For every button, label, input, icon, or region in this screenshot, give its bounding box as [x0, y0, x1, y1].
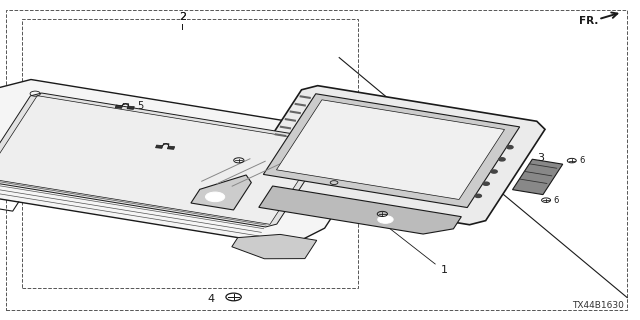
Polygon shape	[513, 159, 563, 195]
Text: 2: 2	[179, 12, 186, 22]
Polygon shape	[242, 86, 545, 225]
Text: 6: 6	[554, 196, 559, 205]
Circle shape	[205, 192, 225, 202]
Polygon shape	[115, 103, 134, 109]
Text: 3: 3	[538, 153, 544, 164]
Text: TX44B1630: TX44B1630	[572, 301, 624, 310]
Circle shape	[491, 170, 497, 173]
Circle shape	[507, 146, 513, 149]
Text: 4: 4	[207, 294, 214, 304]
Text: 6: 6	[220, 161, 225, 170]
Text: 5: 5	[138, 101, 144, 111]
Polygon shape	[0, 96, 323, 224]
Bar	[22, 19, 358, 288]
Polygon shape	[232, 235, 317, 259]
Polygon shape	[0, 79, 368, 244]
Text: 5: 5	[178, 141, 184, 152]
Text: 6: 6	[579, 156, 585, 165]
Polygon shape	[0, 93, 328, 227]
Polygon shape	[276, 100, 504, 199]
Polygon shape	[191, 175, 252, 210]
Text: 1: 1	[442, 265, 448, 276]
Text: FR.: FR.	[579, 16, 598, 26]
Polygon shape	[263, 94, 520, 208]
Text: 2: 2	[179, 12, 186, 22]
Circle shape	[378, 216, 393, 223]
Circle shape	[483, 182, 490, 185]
Circle shape	[499, 158, 505, 161]
Circle shape	[475, 194, 481, 197]
Polygon shape	[156, 143, 175, 149]
Text: 6: 6	[383, 216, 388, 225]
Polygon shape	[259, 186, 461, 234]
